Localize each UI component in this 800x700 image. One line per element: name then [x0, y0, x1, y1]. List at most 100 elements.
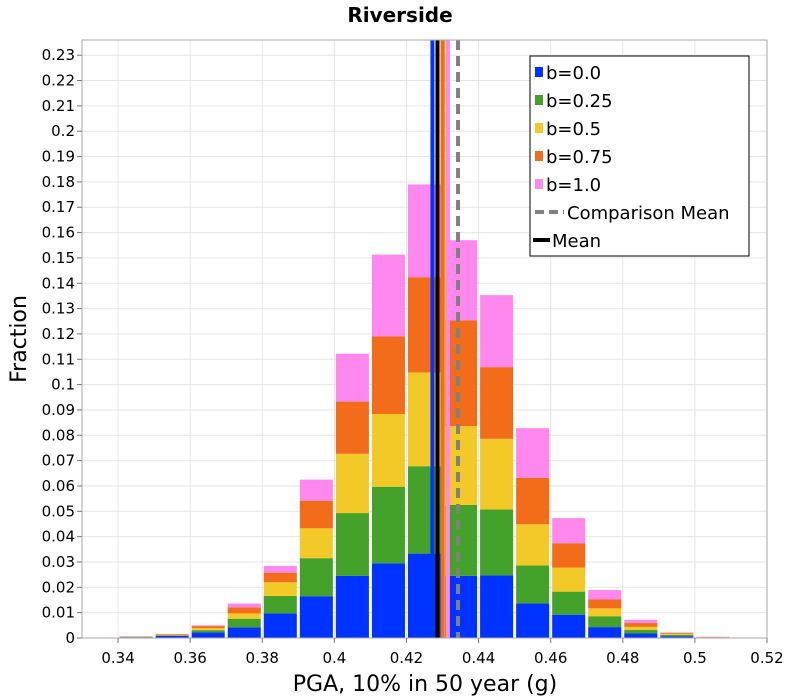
- bar-b05-bin-10: [480, 438, 514, 510]
- bar-b00-bin-4: [263, 613, 297, 638]
- bar-b10-bin-11: [516, 428, 550, 478]
- y-tick-label-14: 0.14: [42, 274, 75, 292]
- bar-b05-bin-2: [191, 628, 225, 631]
- legend-label-b-0-75: b=0.75: [546, 147, 613, 168]
- y-axis-label: Fraction: [7, 295, 32, 383]
- bar-b025-bin-15: [660, 634, 694, 637]
- bar-b05-bin-14: [624, 626, 658, 630]
- legend-swatch-b-0-25: [535, 95, 543, 105]
- y-tick-label-9: 0.09: [42, 401, 75, 419]
- legend: b=0.0 b=0.25 b=0.5 b=0.75 b=1.0 Comparison Me…: [529, 55, 750, 257]
- bar-b05-bin-5: [299, 528, 333, 559]
- bar-b00-bin-12: [552, 614, 586, 638]
- bar-b10-bin-6: [335, 353, 369, 402]
- bar-b10-bin-5: [299, 479, 333, 501]
- bar-b075-bin-7: [371, 336, 405, 415]
- bar-b10-bin-2: [191, 625, 225, 627]
- x-tick-label-3: 0.4: [322, 649, 346, 667]
- bar-b05-bin-15: [660, 633, 694, 635]
- bar-b00-bin-7: [371, 563, 405, 638]
- bar-b00-bin-14: [624, 633, 658, 638]
- y-tick-label-5: 0.05: [42, 502, 75, 520]
- bar-b10-bin-3: [227, 603, 261, 608]
- y-tick-label-0: 0: [65, 629, 75, 647]
- bar-b10-bin-14: [624, 619, 658, 624]
- y-tick-label-18: 0.18: [42, 173, 75, 191]
- x-tick-label-4: 0.42: [390, 649, 423, 667]
- legend-swatch-b-0-5: [535, 123, 543, 133]
- legend-label-mean: Mean: [552, 231, 601, 252]
- bar-b10-bin-15: [660, 632, 694, 633]
- chart-title: Riverside: [347, 3, 452, 27]
- y-tick-label-11: 0.11: [42, 350, 75, 368]
- y-tick-label-2: 0.02: [42, 578, 75, 596]
- bar-b025-bin-5: [299, 558, 333, 597]
- y-tick-label-15: 0.15: [42, 249, 75, 267]
- y-tick-label-23: 0.23: [42, 46, 75, 64]
- bar-b00-bin-13: [588, 627, 622, 638]
- x-tick-label-6: 0.46: [534, 649, 567, 667]
- bar-b00-bin-10: [480, 575, 514, 638]
- bar-b025-bin-14: [624, 629, 658, 634]
- bar-b025-bin-10: [480, 509, 514, 576]
- bar-b075-bin-13: [588, 599, 622, 609]
- bar-b00-bin-5: [299, 596, 333, 638]
- bar-b00-bin-11: [516, 603, 550, 638]
- bar-b075-bin-5: [299, 500, 333, 529]
- bar-b05-bin-3: [227, 613, 261, 619]
- legend-label-b-1-0: b=1.0: [546, 175, 601, 196]
- x-axis-ticks: 0.34 0.36 0.38 0.4 0.42 0.44 0.46 0.48 0.5 0.52: [101, 638, 784, 667]
- y-tick-label-12: 0.12: [42, 325, 75, 343]
- bar-b10-bin-7: [371, 254, 405, 337]
- y-tick-label-20: 0.2: [51, 122, 75, 140]
- y-tick-label-6: 0.06: [42, 477, 75, 495]
- bar-b075-bin-3: [227, 607, 261, 614]
- bar-b025-bin-1: [155, 635, 189, 636]
- legend-label-b-0-5: b=0.5: [546, 119, 601, 140]
- y-tick-label-8: 0.08: [42, 426, 75, 444]
- x-tick-label-8: 0.5: [683, 649, 707, 667]
- y-tick-label-22: 0.22: [42, 72, 75, 90]
- bar-b00-bin-1: [155, 635, 189, 638]
- legend-box: [529, 55, 750, 257]
- bar-b05-bin-1: [155, 634, 189, 636]
- bar-b025-bin-3: [227, 618, 261, 628]
- bar-b05-bin-11: [516, 524, 550, 566]
- y-tick-label-16: 0.16: [42, 224, 75, 242]
- x-tick-label-0: 0.34: [101, 649, 134, 667]
- y-tick-label-19: 0.19: [42, 148, 75, 166]
- y-tick-label-3: 0.03: [42, 553, 75, 571]
- plot-area-frame: [81, 39, 768, 639]
- bar-b10-bin-13: [588, 590, 622, 600]
- bar-b05-bin-12: [552, 567, 586, 592]
- bar-b05-bin-6: [335, 453, 369, 514]
- bar-b075-bin-4: [263, 572, 297, 583]
- x-tick-label-2: 0.38: [246, 649, 279, 667]
- bar-b10-bin-1: [155, 633, 189, 635]
- bar-b10-bin-10: [480, 295, 514, 368]
- legend-label-comparison-mean: Comparison Mean: [567, 203, 730, 224]
- bar-b05-bin-7: [371, 414, 405, 487]
- bar-b10-bin-4: [263, 566, 297, 573]
- y-tick-label-4: 0.04: [42, 528, 75, 546]
- bar-b075-bin-15: [660, 632, 694, 634]
- legend-swatch-b-0-75: [535, 151, 543, 161]
- bar-b075-bin-12: [552, 543, 586, 568]
- bar-b05-bin-13: [588, 608, 622, 617]
- legend-swatch-b-0-0: [535, 67, 543, 77]
- x-tick-label-7: 0.48: [606, 649, 639, 667]
- bar-b025-bin-2: [191, 630, 225, 633]
- x-tick-label-9: 0.52: [750, 649, 783, 667]
- bar-b075-bin-6: [335, 401, 369, 454]
- bar-b10-bin-12: [552, 518, 586, 544]
- bar-b025-bin-6: [335, 513, 369, 576]
- bar-b075-bin-1: [155, 634, 189, 635]
- y-tick-label-1: 0.01: [42, 604, 75, 622]
- y-tick-label-13: 0.13: [42, 300, 75, 318]
- bar-b025-bin-4: [263, 595, 297, 614]
- y-axis-ticks: 0 0.01 0.02 0.03 0.04 0.05 0.06 0.07 0.08 0.09 0.1…: [42, 46, 82, 647]
- bar-b025-bin-12: [552, 591, 586, 615]
- x-tick-label-5: 0.44: [462, 649, 495, 667]
- bar-b075-bin-10: [480, 367, 514, 439]
